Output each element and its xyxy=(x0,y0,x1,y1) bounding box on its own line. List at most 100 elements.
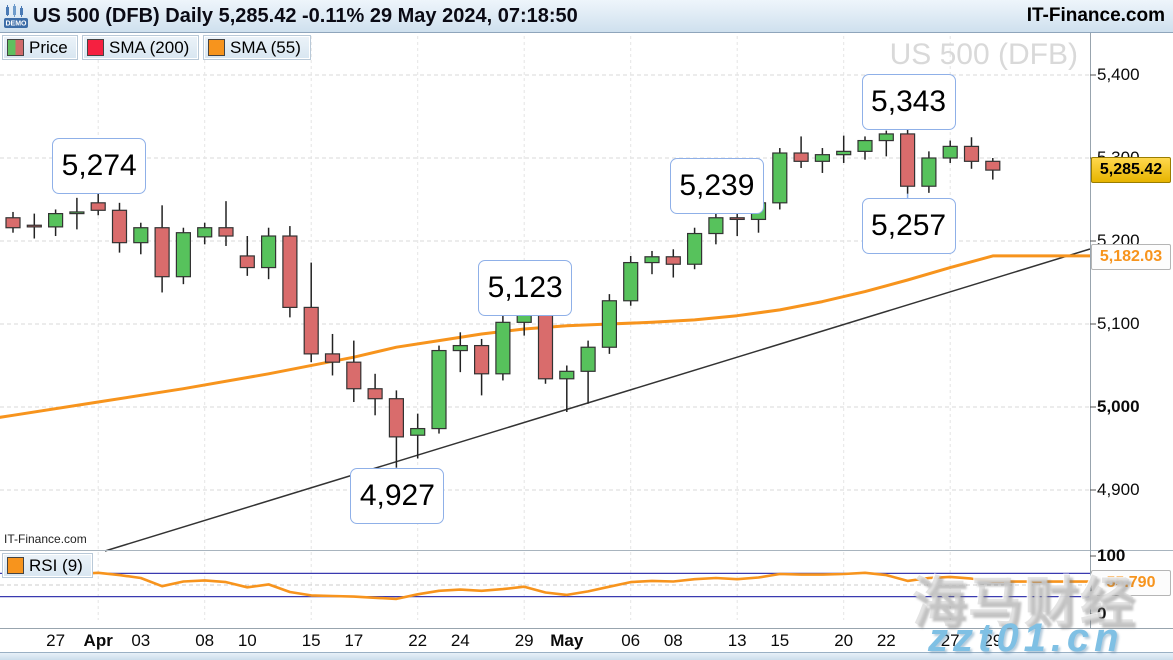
x-axis-label: 29 xyxy=(514,631,534,650)
candle-body xyxy=(559,370,575,380)
legend-chip-sma-200-[interactable]: SMA (200) xyxy=(82,35,200,60)
rsi-line xyxy=(12,571,1090,601)
candle-body xyxy=(793,152,809,162)
brand-link[interactable]: IT-Finance.com xyxy=(1026,5,1165,26)
x-axis-label: 15 xyxy=(770,631,790,650)
candle-body xyxy=(814,154,831,162)
x-axis-label: 24 xyxy=(450,631,470,650)
price-swatch-icon xyxy=(7,39,24,56)
rsi-axis-label: 0 xyxy=(1097,604,1107,623)
candle-body xyxy=(686,232,703,265)
candle-body xyxy=(175,232,191,278)
candle-body xyxy=(282,235,298,309)
candle-body xyxy=(623,261,639,302)
candle-body xyxy=(197,227,213,238)
x-axis-label: 27 xyxy=(940,631,960,650)
candle-body xyxy=(324,353,341,363)
candle-body xyxy=(878,133,894,142)
last-price-tag: 5,285.42 xyxy=(1091,157,1171,184)
cn-watermark: 海马财经 xyxy=(912,573,1136,633)
x-axis-label: 17 xyxy=(344,631,364,650)
legend-label: SMA (55) xyxy=(230,37,301,57)
candle-body xyxy=(111,209,128,244)
rsi-value-tag: 55.790 xyxy=(1091,569,1171,596)
x-axis-label: 03 xyxy=(131,631,151,650)
candle-body xyxy=(708,217,724,235)
candle-body xyxy=(644,256,660,264)
line-swatch-icon xyxy=(87,39,104,56)
title-bar: DEMO US 500 (DFB) Daily 5,285.42 -0.11% … xyxy=(0,0,1173,33)
instrument-title: US 500 (DFB) Daily 5,285.42 -0.11% 29 Ma… xyxy=(33,4,578,27)
bottom-frame-bar xyxy=(0,652,1173,660)
candle-body xyxy=(90,202,106,211)
candle-body xyxy=(367,388,383,400)
candle-body xyxy=(47,213,64,228)
candle-body xyxy=(431,349,447,430)
candle-body xyxy=(836,150,852,156)
candle-body xyxy=(410,427,426,436)
legend-label: RSI (9) xyxy=(29,555,83,575)
candle-body xyxy=(452,344,468,352)
x-axis-label: 22 xyxy=(876,631,896,650)
legend-label: Price xyxy=(29,37,68,57)
price-annotation: 5,239 xyxy=(669,158,764,214)
candle-body xyxy=(154,227,170,278)
candle-body xyxy=(601,300,618,348)
x-axis-label: 20 xyxy=(834,631,854,650)
candle-body xyxy=(942,145,958,159)
x-axis-label: 08 xyxy=(663,631,683,650)
x-axis-label: 08 xyxy=(195,631,215,650)
symbol-watermark: US 500 (DFB) xyxy=(889,38,1078,71)
x-axis-label: 29 xyxy=(983,631,1003,650)
sma55-line xyxy=(0,254,1093,419)
candle-body xyxy=(5,217,21,229)
rsi-axis-label: 100 xyxy=(1097,546,1126,565)
candle-body xyxy=(346,361,362,390)
candle-body xyxy=(388,398,404,438)
x-axis-label: 13 xyxy=(727,631,747,650)
trendline xyxy=(104,248,1091,552)
candle-body xyxy=(772,152,788,204)
candle-body xyxy=(899,133,916,187)
candle-body xyxy=(26,224,42,228)
x-axis-label: May xyxy=(550,631,584,650)
legend-label: SMA (200) xyxy=(109,37,190,57)
demo-logo-icon: DEMO xyxy=(4,4,28,28)
price-annotation: 5,274 xyxy=(52,138,147,194)
x-axis-label: Apr xyxy=(83,631,113,650)
candle-body xyxy=(857,139,873,152)
rsi-swatch-icon xyxy=(7,557,24,574)
price-annotation: 5,257 xyxy=(861,198,956,254)
y-axis-label: 5,100 xyxy=(1097,314,1140,333)
y-axis-label: 4,900 xyxy=(1097,480,1140,499)
y-axis-label: 5,400 xyxy=(1097,65,1140,84)
candle-body xyxy=(537,313,554,380)
cn-url-watermark: zzt01.cn xyxy=(928,616,1124,660)
x-axis-label: 27 xyxy=(46,631,66,650)
line-swatch-icon xyxy=(208,39,225,56)
candle-body xyxy=(218,227,234,237)
x-axis-label: 06 xyxy=(621,631,641,650)
candle-body xyxy=(133,227,149,244)
site-watermark: IT-Finance.com xyxy=(4,532,87,546)
candle-body xyxy=(239,255,255,269)
candle-body xyxy=(303,306,319,355)
legend-chip-price[interactable]: Price xyxy=(2,35,78,60)
sma55-value-tag: 5,182.03 xyxy=(1091,243,1171,270)
price-annotation: 5,123 xyxy=(478,260,573,316)
price-annotation: 4,927 xyxy=(350,468,445,524)
svg-text:DEMO: DEMO xyxy=(6,21,28,28)
legend-chip-rsi[interactable]: RSI (9) xyxy=(2,553,93,578)
x-axis-strip xyxy=(0,628,1173,653)
legend-chip-sma-55-[interactable]: SMA (55) xyxy=(203,35,311,60)
candle-body xyxy=(985,160,1001,171)
x-axis-label: 15 xyxy=(301,631,321,650)
candle-body xyxy=(729,217,745,221)
x-axis-label: 22 xyxy=(408,631,428,650)
price-annotation: 5,343 xyxy=(861,74,956,130)
candle-body xyxy=(261,235,277,269)
candle-body xyxy=(495,321,511,375)
candle-body xyxy=(580,346,596,372)
candle-body xyxy=(963,145,980,162)
